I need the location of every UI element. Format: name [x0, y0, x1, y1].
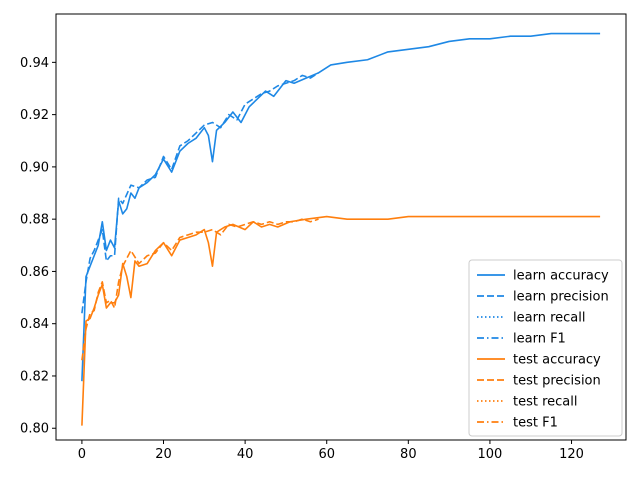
legend-label: learn F1 [513, 332, 566, 347]
legend-label: test F1 [513, 416, 558, 431]
legend-label: learn recall [513, 311, 585, 326]
x-tick-label: 120 [559, 447, 584, 462]
series-line-5 [81, 218, 319, 361]
legend-label: learn accuracy [513, 269, 609, 284]
x-tick-label: 40 [237, 447, 254, 462]
y-tick-label: 0.92 [20, 108, 49, 123]
y-tick-label: 0.90 [20, 160, 49, 175]
series-layer [81, 32, 601, 426]
y-tick-label: 0.88 [20, 213, 49, 228]
plot-frame [55, 13, 627, 441]
y-tick-label: 0.86 [20, 265, 49, 280]
x-tick-label: 100 [478, 447, 503, 462]
y-tick-label: 0.82 [20, 369, 49, 384]
y-tick-label: 0.80 [20, 422, 49, 437]
x-axis: 0 20 40 60 80 100 120 [78, 440, 584, 462]
x-tick-label: 20 [155, 447, 172, 462]
y-axis: 0.80 0.82 0.84 0.86 0.88 0.90 0.92 0.94 [20, 56, 56, 437]
legend-box [468, 259, 623, 437]
x-tick-label: 0 [78, 447, 86, 462]
legend-label: test recall [513, 395, 578, 410]
legend: learn accuracy learn precision learn recal… [468, 259, 623, 437]
series-line-1 [81, 72, 319, 314]
y-tick-label: 0.84 [20, 317, 49, 332]
legend-label: test accuracy [513, 353, 601, 368]
y-tick-label: 0.94 [20, 56, 49, 71]
legend-label: learn precision [513, 290, 609, 305]
x-tick-label: 80 [400, 447, 417, 462]
legend-label: test precision [513, 374, 601, 389]
x-tick-label: 60 [318, 447, 335, 462]
